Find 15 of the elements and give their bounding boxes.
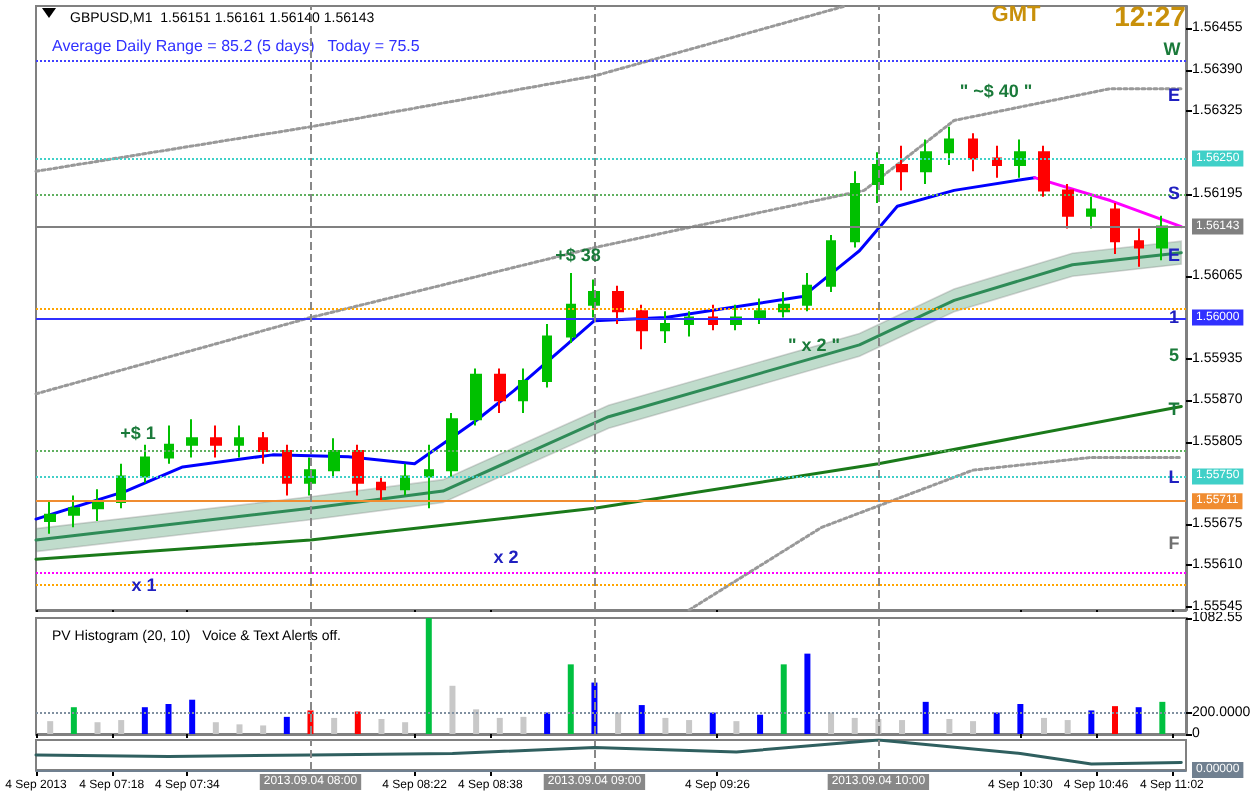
annotation: GMT xyxy=(991,3,1041,27)
annotation: E xyxy=(1167,85,1181,105)
annotation: 5 xyxy=(1168,345,1180,365)
annotation: x 2 xyxy=(493,547,519,567)
annotation: F xyxy=(1168,533,1180,553)
annotation: W xyxy=(1163,39,1181,59)
annotation: S xyxy=(1167,183,1181,203)
text: Average Daily Range = 85.2 (5 days) Today = 75.5 xyxy=(52,37,421,55)
annotation: " x 2 " xyxy=(787,335,841,355)
annotation: x 1 xyxy=(131,575,157,595)
annotation: " ~$ 40 " xyxy=(959,81,1033,101)
annotation: +$ 38 xyxy=(555,245,601,265)
annotation: L xyxy=(1168,467,1180,487)
annotation: 12:27 xyxy=(1114,0,1186,32)
annotation: +$ 1 xyxy=(120,423,156,443)
